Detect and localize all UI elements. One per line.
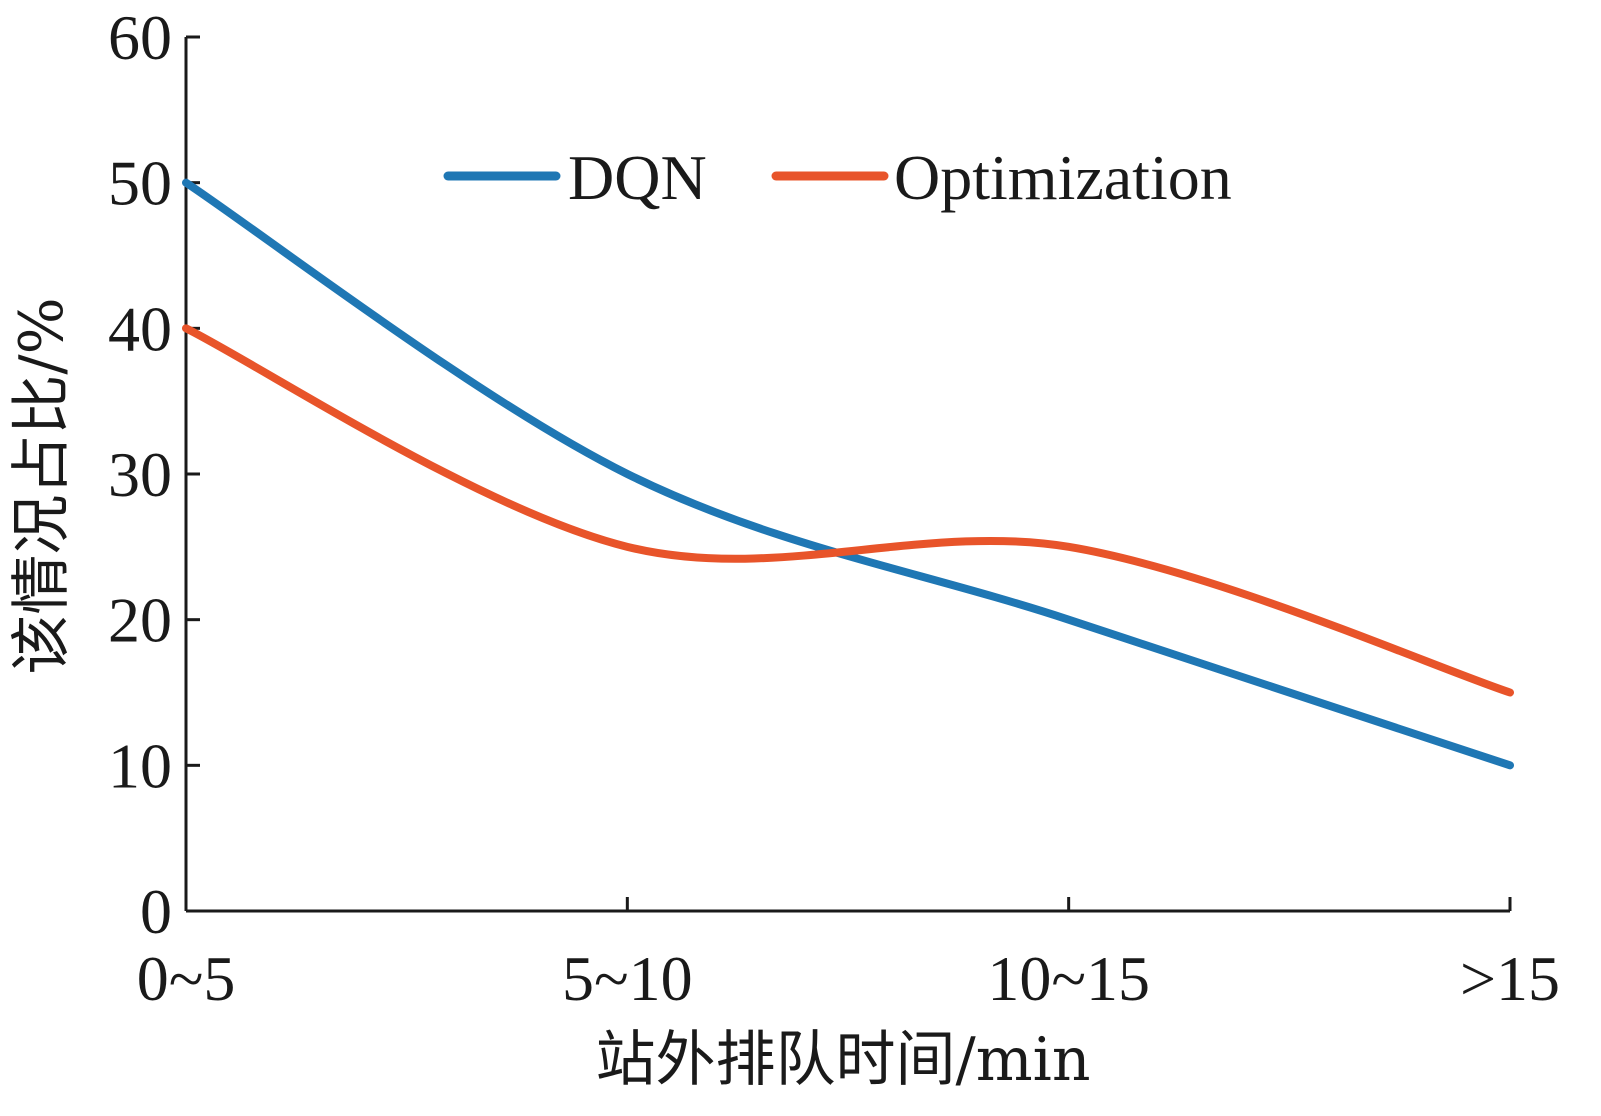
y-ticks: 0 10 20 30 40 50 60 [108, 2, 200, 947]
series-line-dqn [182, 178, 1514, 770]
legend-label-dqn: DQN [568, 142, 707, 213]
y-axis-title: 该情况占比/% [7, 297, 77, 674]
x-axis-title: 站外排队时间/min [596, 1025, 1091, 1095]
axes [184, 37, 1510, 913]
legend: DQN Optimization [443, 142, 1232, 213]
y-tick-label: 60 [108, 2, 172, 73]
y-tick-label: 20 [108, 585, 172, 656]
x-ticks: 0~5 5~10 10~15 >15 [137, 897, 1560, 1014]
y-tick-label: 0 [140, 876, 172, 947]
legend-label-optimization: Optimization [894, 142, 1232, 213]
x-tick-label: 10~15 [987, 943, 1150, 1014]
y-tick-label: 40 [108, 293, 172, 364]
y-tick-label: 30 [108, 439, 172, 510]
x-tick-label: >15 [1460, 943, 1560, 1014]
y-tick-label: 50 [108, 148, 172, 219]
series-line-optimization [182, 324, 1514, 697]
y-tick-label: 10 [108, 730, 172, 801]
series-lines [182, 178, 1514, 770]
x-tick-label: 0~5 [137, 943, 236, 1014]
x-tick-label: 5~10 [562, 943, 693, 1014]
